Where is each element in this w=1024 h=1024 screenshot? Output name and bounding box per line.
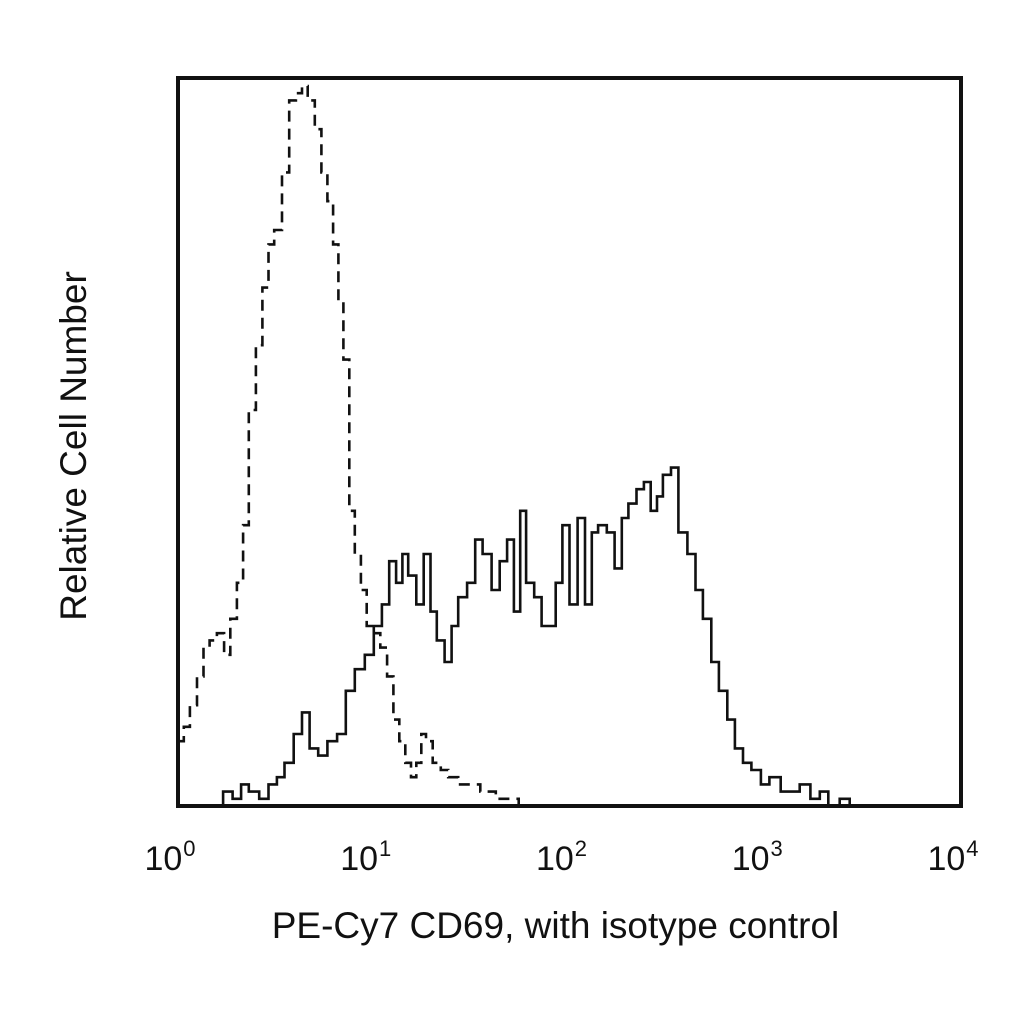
x-tick-label-1: 101	[340, 836, 391, 878]
y-axis-title: Relative Cell Number	[53, 271, 94, 621]
cd69-series	[178, 466, 961, 808]
x-axis-title: PE-Cy7 CD69, with isotype control	[272, 905, 840, 946]
x-tick-label-2: 102	[536, 836, 587, 878]
x-tick-label-4: 104	[927, 836, 978, 878]
plot-frame	[176, 76, 963, 808]
x-tick-label-3: 103	[732, 836, 783, 878]
x-tick-label-0: 100	[144, 836, 195, 878]
isotype-control-series	[178, 84, 961, 808]
